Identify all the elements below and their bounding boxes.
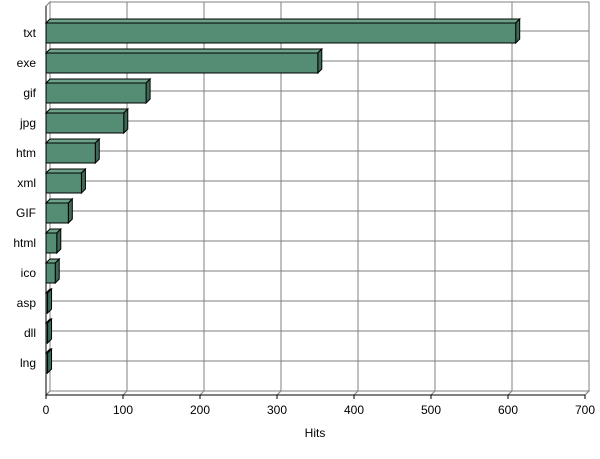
floor-gridline — [45, 390, 51, 396]
bar-front-face — [45, 22, 517, 44]
x-tick-label: 400 — [344, 403, 364, 417]
category-labels: txt exe gif jpg htm xml GIF html ico asp dll lng — [13, 26, 36, 370]
bar-top-face — [44, 48, 324, 54]
bar-side-face — [123, 107, 129, 135]
bar-front-face — [45, 232, 58, 254]
floor-gridline — [276, 390, 282, 396]
category-label: jpg — [19, 116, 36, 130]
x-tick-label: 500 — [421, 403, 441, 417]
x-axis-label: Hits — [305, 426, 326, 440]
x-tick-label: 0 — [43, 403, 50, 417]
bar-side-face — [47, 317, 53, 345]
bar-front-face — [45, 142, 96, 164]
bar-front-face — [45, 52, 319, 74]
bar-top-face — [44, 138, 101, 144]
floor-gridline — [584, 390, 590, 396]
x-tick-label: 600 — [498, 403, 518, 417]
category-label: txt — [23, 26, 36, 40]
bar-top-face — [44, 18, 521, 24]
bar-exe — [44, 47, 324, 75]
category-label: htm — [16, 146, 36, 160]
bar-front-face — [45, 112, 125, 134]
bar-side-face — [56, 227, 62, 255]
bar-top-face — [44, 168, 87, 174]
bar-html — [44, 227, 62, 255]
floor-gridline — [122, 390, 128, 396]
floor-gridline — [353, 390, 359, 396]
category-label: exe — [17, 56, 37, 70]
bar-xml — [44, 167, 87, 195]
floor-gridline — [430, 390, 436, 396]
bar-top-face — [44, 78, 152, 84]
category-label: html — [13, 236, 36, 250]
x-tick-label: 100 — [113, 403, 133, 417]
floor-gridline — [199, 390, 205, 396]
bar-side-face — [47, 287, 53, 315]
category-label: lng — [20, 356, 36, 370]
bar-ico — [44, 257, 61, 285]
bar-side-face — [145, 77, 151, 105]
bar-side-face — [94, 137, 100, 165]
plot-floor — [44, 390, 591, 396]
category-label: xml — [17, 176, 36, 190]
category-label: gif — [23, 86, 36, 100]
x-tick-labels: 0 100 200 300 400 500 600 700 — [43, 403, 596, 417]
category-label: ico — [21, 266, 37, 280]
bar-dll — [44, 317, 53, 345]
bar-side-face — [80, 167, 86, 195]
bar-gif — [44, 77, 152, 105]
bar-front-face — [45, 352, 49, 374]
x-tick-label: 200 — [190, 403, 210, 417]
bar-front-face — [45, 82, 147, 104]
category-label: asp — [17, 296, 37, 310]
bar-lng — [44, 347, 53, 375]
bar-side-face — [515, 17, 521, 45]
bar-GIF — [44, 197, 74, 225]
bar-front-face — [45, 322, 49, 344]
x-tick-label: 300 — [267, 403, 287, 417]
bar-txt — [44, 17, 521, 45]
bar-jpg — [44, 107, 129, 135]
bar-front-face — [45, 262, 56, 284]
bar-htm — [44, 137, 101, 165]
bar-top-face — [44, 108, 129, 114]
bars — [44, 17, 521, 375]
bar-asp — [44, 287, 53, 315]
bar-front-face — [45, 202, 69, 224]
bar-front-face — [45, 292, 49, 314]
bar-side-face — [67, 197, 73, 225]
category-label: GIF — [16, 206, 36, 220]
x-tick-label: 700 — [575, 403, 595, 417]
bar-front-face — [45, 172, 82, 194]
bar-side-face — [317, 47, 323, 75]
category-label: dll — [24, 326, 36, 340]
bar-side-face — [47, 347, 53, 375]
bar-side-face — [54, 257, 60, 285]
floor-gridline — [507, 390, 513, 396]
